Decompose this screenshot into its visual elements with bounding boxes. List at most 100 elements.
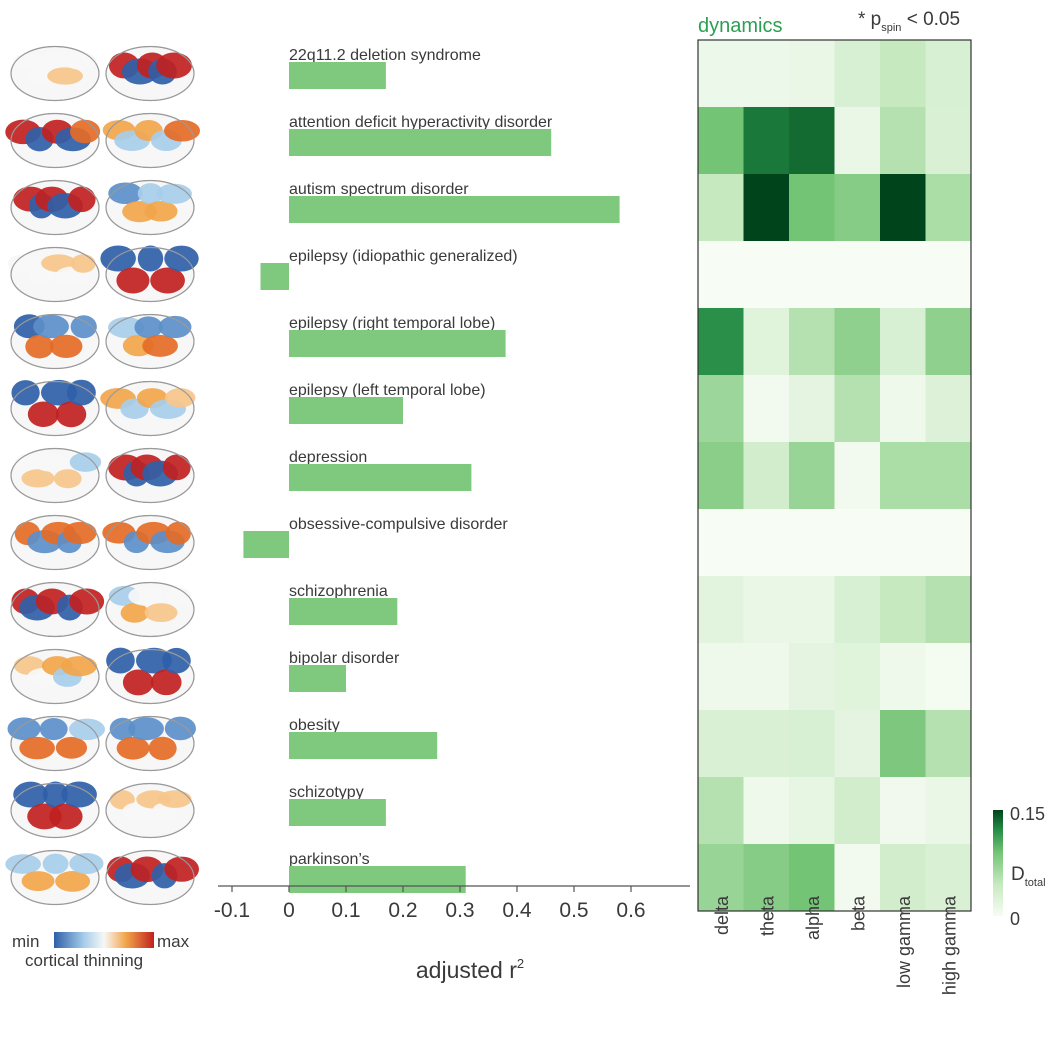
x-tick-label: -0.1 — [214, 899, 250, 922]
heatmap-column-label: low gamma — [894, 895, 914, 988]
bar — [289, 598, 398, 625]
bar — [289, 62, 386, 89]
heatmap-cell — [743, 710, 790, 778]
heatmap-cell — [743, 844, 790, 912]
brain-medial-view — [105, 313, 195, 370]
heatmap-cell — [834, 375, 881, 443]
heatmap-cell — [925, 643, 972, 711]
bar — [243, 531, 289, 558]
heatmap-cell — [743, 777, 790, 845]
brain-medial-view — [105, 447, 195, 504]
brain-lateral-view — [5, 849, 104, 906]
heatmap-cell — [698, 308, 744, 376]
heatmap-cell — [789, 241, 835, 309]
heatmap-column-label: high gamma — [939, 895, 959, 995]
bar-label: bipolar disorder — [289, 650, 400, 667]
colorbar-label: Dtotal — [1011, 864, 1046, 889]
heatmap-cell — [743, 643, 790, 711]
heatmap-cell — [698, 442, 744, 510]
heatmap-title: dynamics — [698, 15, 782, 37]
heatmap-cell — [925, 174, 972, 242]
x-tick-label: 0.5 — [559, 899, 588, 922]
heatmap-cell — [880, 844, 926, 912]
x-tick-label: 0.6 — [616, 899, 645, 922]
heatmap-cell — [698, 509, 744, 577]
x-tick-label: 0.1 — [331, 899, 360, 922]
heatmap-cell — [925, 241, 972, 309]
heatmap-cell — [743, 576, 790, 644]
heatmap-cell — [789, 643, 835, 711]
heatmap-cell — [743, 241, 790, 309]
heatmap-cell — [834, 241, 881, 309]
heatmap-cell — [925, 442, 972, 510]
heatmap-cell — [880, 375, 926, 443]
heatmap-cell — [789, 710, 835, 778]
heatmap-cell — [789, 844, 835, 912]
heatmap-cell — [834, 40, 881, 108]
bar — [289, 330, 506, 357]
brain-lateral-view — [10, 581, 105, 638]
heatmap-cell — [834, 777, 881, 845]
bar — [289, 196, 620, 223]
bar — [289, 732, 438, 759]
bar — [289, 464, 472, 491]
brain-legend-max: max — [157, 932, 190, 951]
heatmap-cell — [834, 442, 881, 510]
heatmap-cell — [880, 643, 926, 711]
heatmap-cell — [698, 710, 744, 778]
heatmap-cell — [743, 174, 790, 242]
bar-label: epilepsy (idiopathic generalized) — [289, 248, 518, 265]
brain-legend-title: cortical thinning — [25, 951, 143, 970]
heatmap-cell — [834, 844, 881, 912]
brain-lateral-view — [5, 112, 101, 169]
brain-lateral-view — [10, 179, 100, 236]
heatmap-cell — [880, 442, 926, 510]
heatmap-cell — [925, 40, 972, 108]
brain-medial-view — [105, 179, 195, 236]
bar — [289, 665, 346, 692]
heatmap-cell — [789, 576, 835, 644]
heatmap-cell — [880, 40, 926, 108]
heatmap-cell — [925, 844, 972, 912]
x-axis-label: adjusted r2 — [416, 956, 524, 983]
bar-label: autism spectrum disorder — [289, 181, 469, 198]
heatmap-cell — [880, 174, 926, 242]
heatmap-cell — [834, 308, 881, 376]
heatmap-cell — [925, 710, 972, 778]
heatmap-cell — [789, 375, 835, 443]
heatmap-cell — [789, 308, 835, 376]
bar — [260, 263, 289, 290]
heatmap-cell — [925, 777, 972, 845]
heatmap-cell — [834, 509, 881, 577]
brain-lateral-view — [10, 45, 100, 102]
bar-label: obsessive-compulsive disorder — [289, 516, 508, 533]
heatmap-cell — [743, 308, 790, 376]
heatmap-cell — [743, 442, 790, 510]
heatmap-cell — [789, 174, 835, 242]
brain-colorbar: min max cortical thinning — [12, 932, 190, 970]
heatmap-cell — [880, 308, 926, 376]
heatmap-cell — [880, 576, 926, 644]
heatmap-cell — [925, 375, 972, 443]
heatmap-cell — [925, 308, 972, 376]
brain-medial-view — [102, 514, 195, 571]
brain-lateral-view — [10, 648, 100, 705]
brain-medial-view — [100, 380, 196, 437]
bar-label: attention deficit hyperactivity disorder — [289, 114, 553, 131]
heatmap-cell — [698, 844, 744, 912]
heatmap-cell — [698, 375, 744, 443]
x-tick-label: 0 — [283, 899, 295, 922]
heatmap-column-label: theta — [757, 895, 777, 936]
brain-medial-view — [105, 849, 199, 906]
heatmap-cell — [880, 241, 926, 309]
heatmap-cell — [880, 710, 926, 778]
bar-label: schizotypy — [289, 784, 364, 801]
brain-medial-view — [105, 715, 196, 772]
brain-lateral-view — [10, 781, 100, 839]
brain-legend-min: min — [12, 932, 39, 951]
heatmap-cell — [789, 442, 835, 510]
heatmap-cell — [834, 710, 881, 778]
heatmap-cell — [789, 40, 835, 108]
heatmap-cell — [925, 576, 972, 644]
